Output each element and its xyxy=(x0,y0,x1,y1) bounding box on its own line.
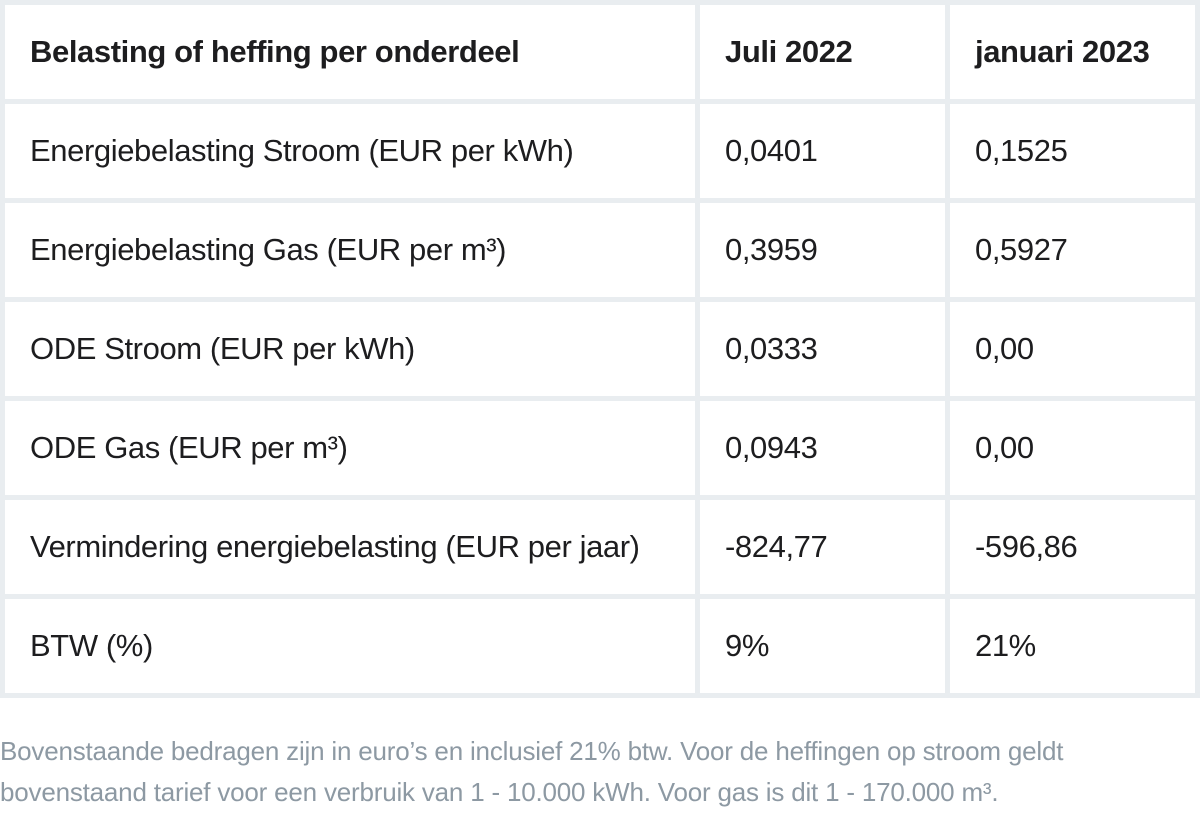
value-vermindering-juli2022: -824,77 xyxy=(700,500,945,594)
value-btw-jan2023: 21% xyxy=(950,599,1195,693)
table-header-component: Belasting of heffing per onderdeel xyxy=(5,5,695,99)
row-label-btw: BTW (%) xyxy=(5,599,695,693)
value-energiebelasting-gas-juli2022: 0,3959 xyxy=(700,203,945,297)
row-label-energiebelasting-stroom: Energiebelasting Stroom (EUR per kWh) xyxy=(5,104,695,198)
value-ode-gas-juli2022: 0,0943 xyxy=(700,401,945,495)
value-energiebelasting-stroom-juli2022: 0,0401 xyxy=(700,104,945,198)
value-energiebelasting-stroom-jan2023: 0,1525 xyxy=(950,104,1195,198)
footnote-line-1: Bovenstaande bedragen zijn in euro’s en … xyxy=(0,736,1064,766)
value-ode-stroom-juli2022: 0,0333 xyxy=(700,302,945,396)
table-footnote: Bovenstaande bedragen zijn in euro’s en … xyxy=(0,731,1200,813)
value-ode-gas-jan2023: 0,00 xyxy=(950,401,1195,495)
row-label-ode-stroom: ODE Stroom (EUR per kWh) xyxy=(5,302,695,396)
value-ode-stroom-jan2023: 0,00 xyxy=(950,302,1195,396)
tax-rates-table: Belasting of heffing per onderdeel Juli … xyxy=(0,0,1200,698)
row-label-ode-gas: ODE Gas (EUR per m³) xyxy=(5,401,695,495)
row-label-vermindering-energiebelasting: Vermindering energiebelasting (EUR per j… xyxy=(5,500,695,594)
value-vermindering-jan2023: -596,86 xyxy=(950,500,1195,594)
table-header-juli-2022: Juli 2022 xyxy=(700,5,945,99)
value-energiebelasting-gas-jan2023: 0,5927 xyxy=(950,203,1195,297)
table-header-januari-2023: januari 2023 xyxy=(950,5,1195,99)
footnote-line-2: bovenstaand tarief voor een verbruik van… xyxy=(0,777,999,807)
value-btw-juli2022: 9% xyxy=(700,599,945,693)
row-label-energiebelasting-gas: Energiebelasting Gas (EUR per m³) xyxy=(5,203,695,297)
